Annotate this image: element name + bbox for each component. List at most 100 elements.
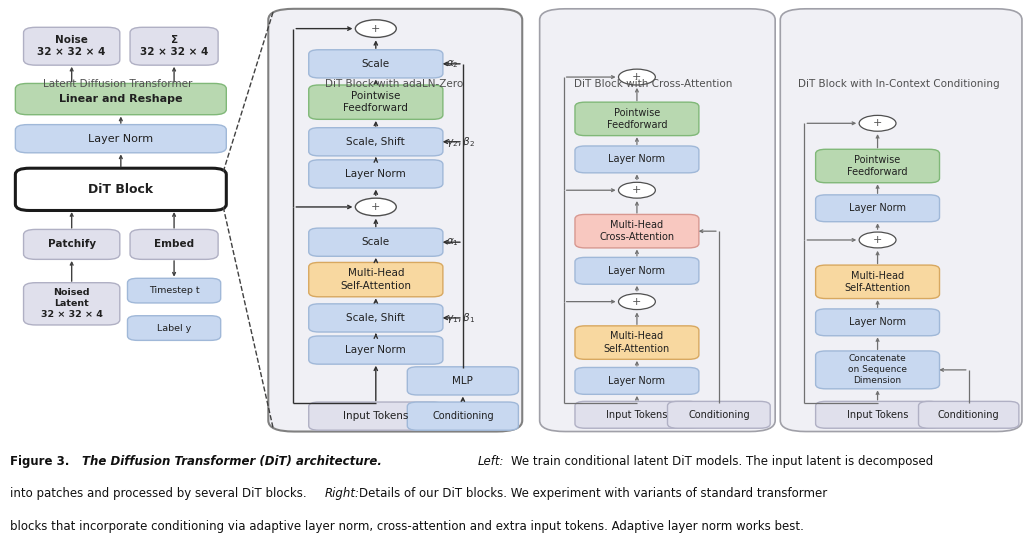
Text: Scale, Shift: Scale, Shift bbox=[346, 313, 406, 323]
Text: Layer Norm: Layer Norm bbox=[849, 204, 906, 213]
FancyBboxPatch shape bbox=[309, 402, 442, 430]
FancyBboxPatch shape bbox=[575, 257, 698, 284]
Text: +: + bbox=[632, 72, 642, 82]
Text: $\alpha_1$: $\alpha_1$ bbox=[446, 236, 459, 248]
Text: Conditioning: Conditioning bbox=[432, 411, 494, 421]
Text: Left:: Left: bbox=[478, 455, 505, 468]
FancyBboxPatch shape bbox=[575, 326, 698, 359]
FancyBboxPatch shape bbox=[130, 27, 218, 65]
Text: DiT Block: DiT Block bbox=[88, 183, 154, 196]
FancyBboxPatch shape bbox=[540, 9, 775, 432]
FancyBboxPatch shape bbox=[815, 265, 940, 299]
Text: Layer Norm: Layer Norm bbox=[345, 169, 407, 179]
Text: into patches and processed by several DiT blocks.: into patches and processed by several Di… bbox=[10, 487, 307, 500]
FancyBboxPatch shape bbox=[24, 27, 120, 65]
Text: Layer Norm: Layer Norm bbox=[608, 155, 666, 164]
FancyBboxPatch shape bbox=[127, 316, 220, 340]
Text: Input Tokens: Input Tokens bbox=[847, 410, 908, 420]
FancyBboxPatch shape bbox=[268, 9, 522, 432]
Text: Details of our DiT blocks. We experiment with variants of standard transformer: Details of our DiT blocks. We experiment… bbox=[359, 487, 827, 500]
FancyBboxPatch shape bbox=[309, 263, 442, 297]
Text: Linear and Reshape: Linear and Reshape bbox=[59, 94, 182, 104]
Text: Input Tokens: Input Tokens bbox=[606, 410, 668, 420]
FancyBboxPatch shape bbox=[24, 282, 120, 325]
Circle shape bbox=[355, 20, 396, 38]
Text: Scale: Scale bbox=[361, 237, 390, 247]
Text: DiT Block with Cross-Attention: DiT Block with Cross-Attention bbox=[574, 78, 732, 89]
FancyBboxPatch shape bbox=[130, 229, 218, 259]
Text: DiT Block with adaLN-Zero: DiT Block with adaLN-Zero bbox=[325, 78, 464, 89]
Text: $\gamma_2,\beta_2$: $\gamma_2,\beta_2$ bbox=[446, 135, 475, 149]
Text: Multi-Head
Self-Attention: Multi-Head Self-Attention bbox=[845, 271, 910, 293]
Text: Noise
32 × 32 × 4: Noise 32 × 32 × 4 bbox=[38, 35, 105, 57]
FancyBboxPatch shape bbox=[575, 214, 698, 248]
Text: $\gamma_1,\beta_1$: $\gamma_1,\beta_1$ bbox=[446, 311, 475, 325]
FancyBboxPatch shape bbox=[309, 304, 442, 332]
FancyBboxPatch shape bbox=[15, 125, 226, 153]
FancyBboxPatch shape bbox=[575, 401, 698, 428]
Text: Scale: Scale bbox=[361, 59, 390, 69]
FancyBboxPatch shape bbox=[815, 351, 940, 389]
Text: Pointwise
Feedforward: Pointwise Feedforward bbox=[343, 91, 409, 113]
FancyBboxPatch shape bbox=[919, 401, 1019, 428]
FancyBboxPatch shape bbox=[309, 85, 442, 119]
Text: Multi-Head
Self-Attention: Multi-Head Self-Attention bbox=[604, 331, 670, 354]
Text: +: + bbox=[632, 296, 642, 307]
FancyBboxPatch shape bbox=[309, 128, 442, 156]
FancyBboxPatch shape bbox=[815, 149, 940, 183]
FancyBboxPatch shape bbox=[575, 367, 698, 394]
FancyBboxPatch shape bbox=[408, 402, 518, 430]
Text: Figure 3.: Figure 3. bbox=[10, 455, 70, 468]
FancyBboxPatch shape bbox=[575, 146, 698, 173]
Circle shape bbox=[355, 198, 396, 216]
Text: Right:: Right: bbox=[325, 487, 359, 500]
FancyBboxPatch shape bbox=[408, 367, 518, 395]
Text: Layer Norm: Layer Norm bbox=[608, 266, 666, 276]
Circle shape bbox=[618, 182, 655, 198]
Text: Pointwise
Feedforward: Pointwise Feedforward bbox=[847, 155, 908, 177]
FancyBboxPatch shape bbox=[575, 102, 698, 136]
Text: Σ
32 × 32 × 4: Σ 32 × 32 × 4 bbox=[140, 35, 208, 57]
Circle shape bbox=[859, 115, 896, 131]
Text: Layer Norm: Layer Norm bbox=[88, 134, 154, 144]
FancyBboxPatch shape bbox=[24, 229, 120, 259]
FancyBboxPatch shape bbox=[309, 228, 442, 256]
Text: MLP: MLP bbox=[453, 376, 473, 386]
Text: +: + bbox=[872, 118, 883, 128]
Text: Scale, Shift: Scale, Shift bbox=[346, 137, 406, 147]
Text: Noised
Latent
32 × 32 × 4: Noised Latent 32 × 32 × 4 bbox=[41, 288, 102, 320]
Text: $\alpha_2$: $\alpha_2$ bbox=[446, 58, 459, 70]
Text: Embed: Embed bbox=[154, 240, 195, 249]
FancyBboxPatch shape bbox=[15, 83, 226, 115]
FancyBboxPatch shape bbox=[309, 160, 442, 188]
Text: We train conditional latent DiT models. The input latent is decomposed: We train conditional latent DiT models. … bbox=[511, 455, 933, 468]
Text: +: + bbox=[371, 24, 381, 34]
FancyBboxPatch shape bbox=[127, 278, 220, 303]
Text: +: + bbox=[872, 235, 883, 245]
Text: Layer Norm: Layer Norm bbox=[608, 376, 666, 386]
Text: Timestep t: Timestep t bbox=[148, 286, 200, 295]
Text: Latent Diffusion Transformer: Latent Diffusion Transformer bbox=[43, 78, 193, 89]
Text: +: + bbox=[632, 185, 642, 195]
Text: Layer Norm: Layer Norm bbox=[849, 317, 906, 328]
Text: DiT Block with In-Context Conditioning: DiT Block with In-Context Conditioning bbox=[799, 78, 999, 89]
Text: Input Tokens: Input Tokens bbox=[343, 411, 409, 421]
Text: Concatenate
on Sequence
Dimension: Concatenate on Sequence Dimension bbox=[848, 354, 907, 386]
FancyBboxPatch shape bbox=[309, 50, 442, 78]
FancyBboxPatch shape bbox=[15, 168, 226, 211]
Circle shape bbox=[859, 232, 896, 248]
Text: The Diffusion Transformer (DiT) architecture.: The Diffusion Transformer (DiT) architec… bbox=[83, 455, 382, 468]
Text: Multi-Head
Cross-Attention: Multi-Head Cross-Attention bbox=[599, 220, 675, 242]
FancyBboxPatch shape bbox=[815, 195, 940, 222]
Text: Conditioning: Conditioning bbox=[688, 410, 750, 420]
Text: Multi-Head
Self-Attention: Multi-Head Self-Attention bbox=[340, 268, 412, 291]
Text: blocks that incorporate conditioning via adaptive layer norm, cross-attention an: blocks that incorporate conditioning via… bbox=[10, 520, 804, 533]
Text: Layer Norm: Layer Norm bbox=[345, 345, 407, 355]
Text: Pointwise
Feedforward: Pointwise Feedforward bbox=[606, 108, 668, 130]
Text: Conditioning: Conditioning bbox=[938, 410, 999, 420]
Text: Patchify: Patchify bbox=[48, 240, 95, 249]
Circle shape bbox=[618, 69, 655, 85]
FancyBboxPatch shape bbox=[668, 401, 770, 428]
Text: Label y: Label y bbox=[157, 324, 191, 332]
FancyBboxPatch shape bbox=[780, 9, 1022, 432]
